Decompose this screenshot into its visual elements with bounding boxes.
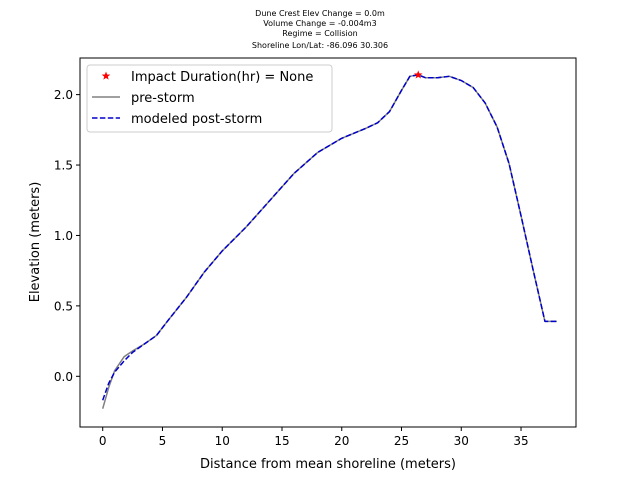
y-tick-label: 0.5 [54, 299, 73, 313]
legend-label-impact: Impact Duration(hr) = None [131, 70, 313, 85]
y-tick-label: 0.0 [54, 370, 73, 384]
x-tick-label: 30 [454, 434, 469, 448]
axes-frame [79, 57, 577, 428]
series-layer [101, 74, 557, 409]
x-tick-label: 10 [215, 434, 230, 448]
x-tick-label: 35 [513, 434, 528, 448]
chart-title-line-2: Volume Change = -0.004m3 [263, 19, 377, 28]
x-tick-label: 5 [159, 434, 167, 448]
y-tick-label: 2.0 [54, 88, 73, 102]
legend-box [86, 64, 333, 133]
x-tick-label: 15 [274, 434, 289, 448]
chart-title-line-4: Shoreline Lon/Lat: -86.096 30.306 [251, 41, 389, 50]
legend-swatches [92, 71, 120, 119]
impact-star-marker [413, 70, 423, 79]
y-axis-label: Elevation (meters) [28, 182, 43, 303]
y-tick-label: 1.0 [54, 229, 73, 243]
chart-title-line-1: Dune Crest Elev Change = 0.0m [255, 9, 385, 18]
y-tick-label: 1.5 [54, 159, 73, 173]
x-tick-label: 20 [334, 434, 349, 448]
legend-label-pre-storm: pre-storm [131, 91, 195, 106]
legend: Impact Duration(hr) = None pre-storm mod… [86, 64, 333, 133]
marker-layer [413, 70, 423, 79]
x-axis-label: Distance from mean shoreline (meters) [200, 457, 456, 472]
chart-title-line-3: Regime = Collision [282, 29, 358, 38]
y-axis-ticks: 0.0 0.5 1.0 1.5 2.0 [54, 88, 80, 384]
legend-star-swatch [101, 71, 111, 80]
legend-label-post-storm: modeled post-storm [131, 112, 262, 127]
x-tick-label: 0 [99, 434, 107, 448]
x-tick-label: 25 [394, 434, 409, 448]
series-line-modeled-post-storm [102, 74, 557, 401]
x-axis-ticks: 0 5 10 15 20 25 30 35 [99, 427, 529, 448]
